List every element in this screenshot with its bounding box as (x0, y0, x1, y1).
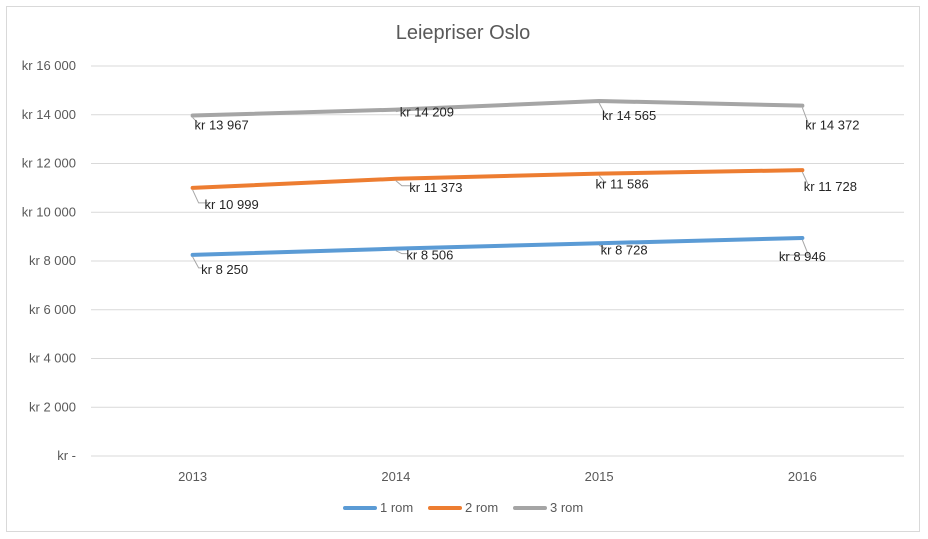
legend: 1 rom 2 rom 3 rom (343, 500, 583, 515)
data-label: kr 14 565 (602, 108, 656, 123)
data-label: kr 13 967 (195, 118, 249, 133)
data-label: kr 11 373 (409, 180, 462, 195)
data-label-leader (801, 171, 809, 186)
y-tick-label: kr 2 000 (29, 399, 76, 414)
data-label: kr 14 209 (400, 105, 454, 120)
data-labels: kr 8 250 kr 8 506 kr 8 728 kr 8 946 kr 10 99… (192, 102, 859, 277)
data-label-leader (395, 110, 405, 113)
data-label-leader (801, 107, 811, 125)
data-label-leader (598, 102, 608, 115)
data-label-leader (192, 117, 200, 125)
x-tick-label: 2013 (178, 469, 207, 484)
data-label-leader (395, 250, 408, 255)
legend-label: 1 rom (380, 500, 413, 515)
data-label: kr 8 728 (601, 242, 648, 257)
y-tick-label: kr 4 000 (29, 351, 76, 366)
y-tick-label: kr 12 000 (22, 156, 76, 171)
legend-label: 3 rom (550, 500, 583, 515)
data-label-leader (598, 175, 607, 184)
data-label-leader (192, 189, 210, 204)
x-tick-label: 2015 (585, 469, 614, 484)
x-tick-label: 2016 (788, 469, 817, 484)
gridlines (91, 65, 904, 457)
y-tick-label: kr - (57, 448, 76, 463)
legend-label: 2 rom (465, 500, 498, 515)
series-line-1-rom (190, 235, 805, 257)
data-label: kr 10 999 (205, 197, 259, 212)
data-label: kr 11 728 (804, 179, 857, 194)
y-axis-ticks: kr - kr 2 000 kr 4 000 kr 6 000 kr 8 000 kr 1… (22, 58, 76, 463)
data-label: kr 8 946 (779, 249, 826, 264)
data-label-leader (780, 239, 810, 256)
chart-frame (6, 6, 920, 532)
data-label: kr 11 586 (596, 177, 649, 192)
series-line-3-rom (190, 98, 805, 118)
data-label-leader (192, 256, 203, 269)
y-tick-label: kr 6 000 (29, 302, 76, 317)
y-tick-label: kr 16 000 (22, 58, 76, 73)
data-label-leader (395, 180, 414, 187)
x-axis-ticks: 2013 2014 2015 2016 (178, 469, 817, 484)
data-label: kr 8 506 (406, 248, 453, 263)
y-tick-label: kr 10 000 (22, 204, 76, 219)
x-tick-label: 2014 (381, 469, 410, 484)
y-tick-label: kr 14 000 (22, 107, 76, 122)
y-tick-label: kr 8 000 (29, 253, 76, 268)
chart-title: Leiepriser Oslo (396, 22, 531, 44)
data-label-leader (598, 244, 606, 249)
data-label: kr 14 372 (805, 118, 859, 133)
data-label: kr 8 250 (201, 262, 248, 277)
series-lines (190, 98, 805, 257)
series-line-2-rom (190, 168, 805, 190)
